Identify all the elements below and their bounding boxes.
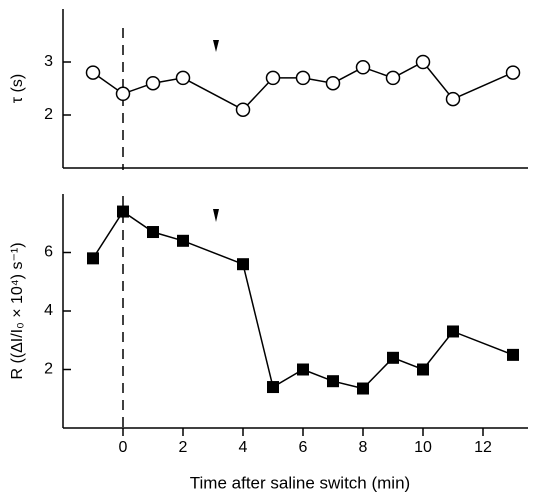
y-axis-label: τ (s): [9, 74, 26, 103]
y-tick-label: 6: [44, 244, 53, 261]
x-tick-label: 0: [119, 439, 128, 456]
marker: [265, 70, 281, 86]
marker: [387, 351, 399, 364]
marker: [177, 234, 189, 247]
marker: [235, 102, 251, 117]
marker: [147, 226, 159, 239]
y-tick-label: 2: [44, 106, 53, 123]
y-tick-label: 4: [44, 302, 53, 319]
marker: [297, 363, 309, 376]
event-arrow: [213, 209, 219, 222]
marker: [85, 65, 101, 80]
marker: [175, 70, 191, 86]
x-tick-label: 8: [359, 439, 368, 456]
x-tick-label: 10: [414, 439, 432, 456]
y-axis-label: R ((ΔI/I₀ × 10⁴) s⁻¹): [9, 242, 26, 379]
marker: [237, 258, 249, 271]
marker: [417, 363, 429, 376]
marker: [295, 70, 311, 86]
marker: [505, 65, 521, 80]
marker: [327, 375, 339, 388]
marker: [145, 75, 161, 91]
marker: [355, 60, 371, 75]
marker: [385, 70, 401, 86]
x-tick-label: 2: [179, 439, 188, 456]
marker: [115, 86, 131, 102]
marker: [87, 252, 99, 265]
x-tick-label: 4: [239, 439, 248, 456]
marker: [415, 54, 431, 70]
y-tick-label: 2: [44, 361, 53, 378]
y-tick-label: 3: [44, 53, 53, 70]
x-tick-label: 6: [299, 439, 308, 456]
marker: [357, 382, 369, 395]
marker: [117, 205, 129, 218]
marker: [507, 348, 519, 361]
marker: [325, 75, 341, 91]
marker: [267, 381, 279, 394]
x-axis-label: Time after saline switch (min): [190, 473, 410, 492]
x-tick-label: 12: [474, 439, 492, 456]
series-line: [92, 210, 514, 390]
event-arrow: [213, 40, 219, 52]
marker: [447, 325, 459, 338]
marker: [445, 91, 461, 107]
